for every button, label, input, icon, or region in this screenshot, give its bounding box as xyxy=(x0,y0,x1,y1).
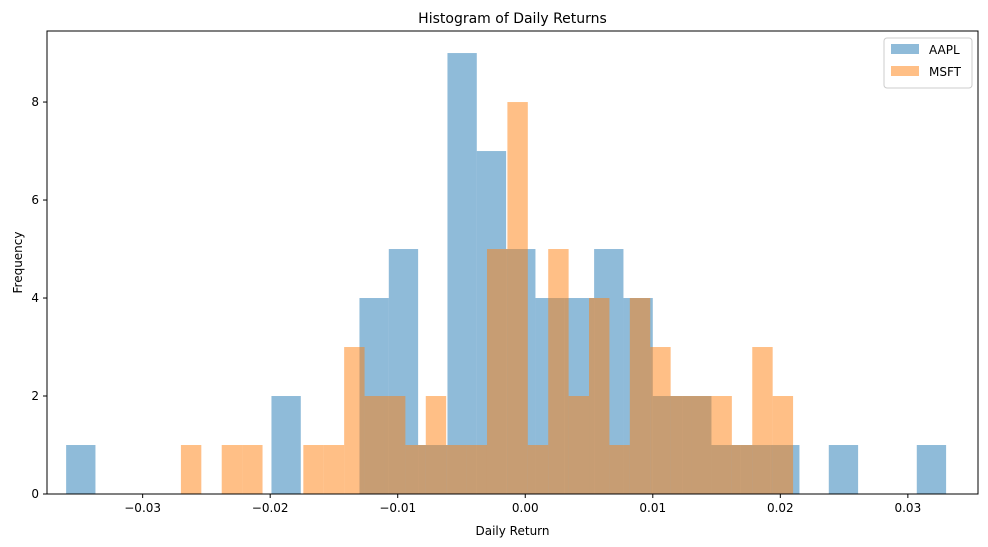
bar-msft-2 xyxy=(221,445,243,494)
bar-msft-16 xyxy=(507,102,528,494)
bar-msft-21 xyxy=(609,445,630,494)
bar-msft-11 xyxy=(405,445,426,494)
x-tick-label: 0.01 xyxy=(639,501,666,515)
bar-msft-23 xyxy=(650,347,671,494)
x-tick-label: 0.02 xyxy=(767,501,794,515)
x-tick-label: −0.03 xyxy=(124,501,161,515)
x-tick-label: −0.02 xyxy=(252,501,289,515)
legend-label-msft: MSFT xyxy=(929,65,962,79)
bar-msft-17 xyxy=(527,445,549,494)
legend-swatch-aapl xyxy=(891,44,919,54)
y-axis-label: Frequency xyxy=(11,232,25,294)
bar-msft-29 xyxy=(772,396,794,494)
legend-label-aapl: AAPL xyxy=(929,43,960,57)
bar-msft-24 xyxy=(670,396,692,494)
bar-msft-15 xyxy=(486,249,508,494)
bar-msft-9 xyxy=(364,396,385,494)
series-msft-bars xyxy=(180,102,794,494)
bar-msft-20 xyxy=(589,298,610,494)
x-axis-ticks: −0.03 −0.02 −0.01 0.00 0.01 0.02 0.03 xyxy=(124,494,921,515)
legend-swatch-msft xyxy=(891,66,919,76)
bar-msft-14 xyxy=(466,445,487,494)
bar-msft-8 xyxy=(344,347,365,494)
y-axis-ticks: 0 2 4 6 8 xyxy=(31,95,47,501)
y-tick-label: 8 xyxy=(31,95,39,109)
bar-aapl-13 xyxy=(447,53,477,495)
x-tick-label: 0.00 xyxy=(512,501,539,515)
y-tick-label: 6 xyxy=(31,193,39,207)
bar-msft-13 xyxy=(446,445,467,494)
bar-aapl-0 xyxy=(66,445,96,494)
plot-area-frame xyxy=(46,30,979,495)
bar-msft-10 xyxy=(384,396,406,494)
bar-msft-27 xyxy=(731,445,753,494)
bar-msft-22 xyxy=(629,298,651,494)
bar-aapl-29 xyxy=(916,445,947,494)
y-tick-label: 4 xyxy=(31,291,39,305)
bar-msft-18 xyxy=(548,249,569,494)
x-axis-label: Daily Return xyxy=(476,524,550,538)
bar-msft-6 xyxy=(303,445,324,494)
bar-msft-28 xyxy=(752,347,773,494)
bar-msft-0 xyxy=(180,445,202,494)
bar-aapl-7 xyxy=(271,396,301,494)
bar-msft-7 xyxy=(323,445,345,494)
y-tick-label: 0 xyxy=(31,487,39,501)
chart-title: Histogram of Daily Returns xyxy=(418,11,607,27)
bar-msft-12 xyxy=(425,396,447,494)
x-tick-label: −0.01 xyxy=(379,501,416,515)
bar-aapl-26 xyxy=(828,445,859,494)
x-tick-label: 0.03 xyxy=(894,501,921,515)
bar-msft-19 xyxy=(568,396,590,494)
legend: AAPL MSFT xyxy=(883,37,973,89)
bar-msft-25 xyxy=(691,396,712,494)
y-tick-label: 2 xyxy=(31,389,39,403)
bar-msft-26 xyxy=(711,396,732,494)
bar-msft-3 xyxy=(242,445,263,494)
